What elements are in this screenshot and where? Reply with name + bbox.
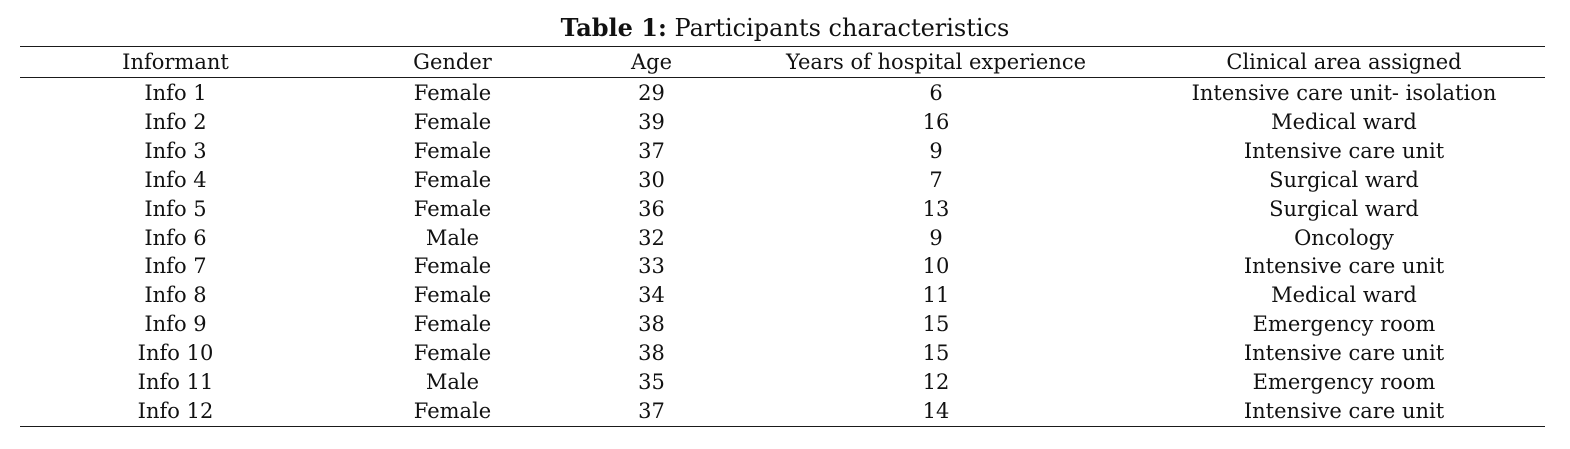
table-row: Info 8 Female 34 11 Medical ward [20,281,1545,310]
cell-years-experience: 7 [929,167,943,192]
cell-clinical-area: Medical ward [1271,283,1417,308]
column-header-years-experience: Years of hospital experience [785,50,1087,74]
column-header-informant: Informant [122,50,229,74]
cell-gender: Female [413,312,492,337]
cell-age: 33 [638,254,665,279]
cell-years-experience: 14 [922,398,950,423]
cell-age: 32 [638,225,665,250]
cell-informant: Info 5 [144,196,207,221]
cell-years-experience: 9 [929,225,943,250]
table-caption: Table 1: Participants characteristics [0,13,1570,43]
cell-gender: Female [413,196,492,221]
table-row: Info 4 Female 30 7 Surgical ward [20,166,1545,195]
table-body: Info 1 Female 29 6 Intensive care unit- isol… [20,77,1545,426]
table-row: Info 9 Female 38 15 Emergency room [20,310,1545,339]
cell-gender: Female [413,81,492,105]
cell-years-experience: 12 [922,370,950,395]
cell-age: 38 [638,312,665,337]
cell-clinical-area: Intensive care unit [1243,341,1445,366]
cell-clinical-area: Emergency room [1252,370,1436,395]
cell-clinical-area: Surgical ward [1269,196,1419,221]
cell-gender: Female [413,138,492,163]
cell-clinical-area: Medical ward [1271,109,1417,134]
table-row: Info 2 Female 39 16 Medical ward [20,108,1545,137]
cell-age: 39 [638,109,665,134]
column-header-gender: Gender [413,50,492,74]
cell-years-experience: 6 [929,81,943,105]
cell-age: 37 [638,398,665,423]
cell-age: 29 [638,81,665,105]
cell-age: 38 [638,341,665,366]
column-header-clinical-area: Clinical area assigned [1226,50,1462,74]
cell-clinical-area: Intensive care unit [1243,254,1445,279]
cell-informant: Info 9 [144,312,207,337]
cell-clinical-area: Intensive care unit- isolation [1191,81,1497,105]
cell-years-experience: 15 [922,341,950,366]
table-row: Info 7 Female 33 10 Intensive care unit [20,252,1545,281]
table-row: Info 11 Male 35 12 Emergency room [20,368,1545,397]
cell-age: 36 [638,196,665,221]
cell-informant: Info 10 [137,341,214,366]
cell-clinical-area: Oncology [1294,225,1394,250]
cell-gender: Female [413,341,492,366]
cell-age: 34 [638,283,665,308]
cell-informant: Info 7 [144,254,207,279]
cell-gender: Female [413,109,492,134]
cell-gender: Male [425,225,480,250]
caption-label: Table 1: [560,13,667,42]
cell-clinical-area: Surgical ward [1269,167,1419,192]
table-row: Info 5 Female 36 13 Surgical ward [20,195,1545,224]
cell-gender: Female [413,167,492,192]
cell-gender: Male [425,370,480,395]
cell-informant: Info 6 [144,225,207,250]
header-rule [20,77,1545,78]
cell-gender: Female [413,398,492,423]
cell-years-experience: 10 [922,254,950,279]
cell-informant: Info 12 [137,398,214,423]
cell-years-experience: 16 [922,109,950,134]
cell-years-experience: 13 [922,196,950,221]
bottom-rule [20,426,1545,427]
cell-informant: Info 3 [144,138,207,163]
cell-informant: Info 8 [144,283,207,308]
cell-gender: Female [413,254,492,279]
cell-gender: Female [413,283,492,308]
cell-years-experience: 9 [929,138,943,163]
cell-clinical-area: Emergency room [1252,312,1436,337]
cell-age: 35 [638,370,665,395]
cell-age: 30 [638,167,665,192]
cell-informant: Info 4 [144,167,207,192]
cell-years-experience: 15 [922,312,950,337]
header-row: Informant Gender Age Years of hospital e… [20,48,1545,77]
table-row: Info 10 Female 38 15 Intensive care unit [20,339,1545,368]
cell-years-experience: 11 [922,283,950,308]
column-header-age: Age [630,50,673,74]
caption-text: Participants characteristics [674,14,1010,42]
cell-clinical-area: Intensive care unit [1243,398,1445,423]
cell-informant: Info 1 [144,81,207,105]
table-row: Info 1 Female 29 6 Intensive care unit- isol… [20,77,1545,108]
table-row: Info 12 Female 37 14 Intensive care unit [20,397,1545,426]
cell-clinical-area: Intensive care unit [1243,138,1445,163]
participants-table: Informant Gender Age Years of hospital e… [20,48,1545,426]
table-row: Info 6 Male 32 9 Oncology [20,224,1545,253]
cell-informant: Info 11 [137,370,214,395]
top-rule [20,46,1545,47]
table-row: Info 3 Female 37 9 Intensive care unit [20,137,1545,166]
cell-age: 37 [638,138,665,163]
cell-informant: Info 2 [144,109,207,134]
